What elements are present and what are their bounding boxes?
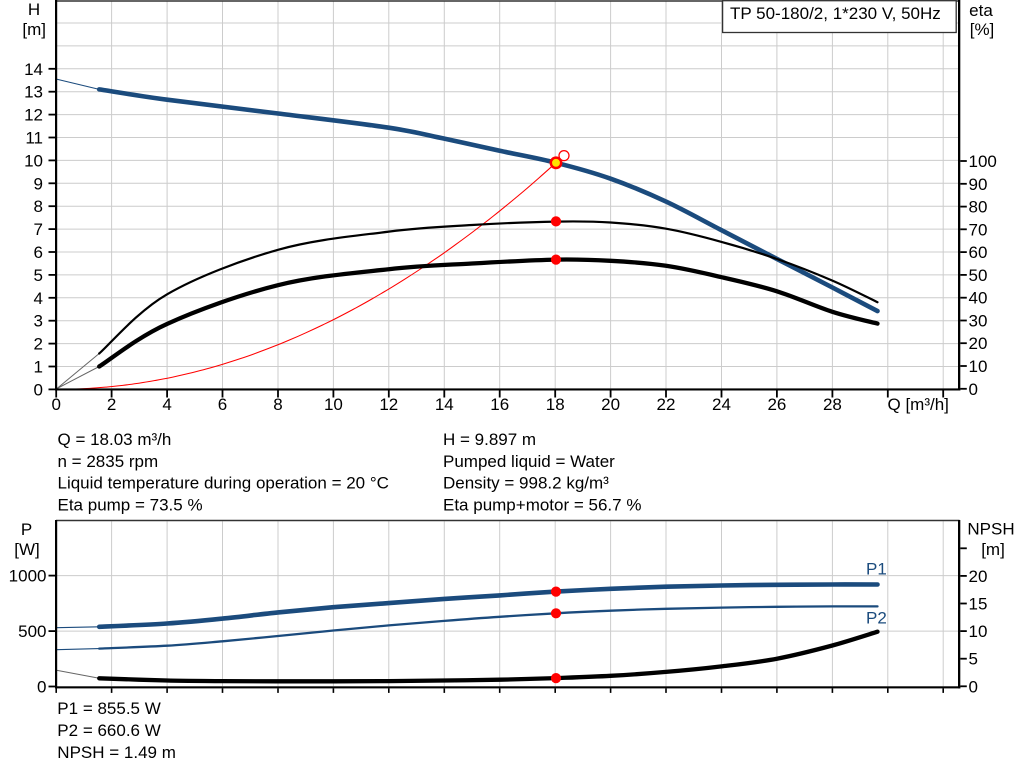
svg-text:16: 16 [490,395,509,414]
svg-text:[W]: [W] [14,540,40,559]
svg-text:eta: eta [969,1,993,20]
svg-text:NPSH = 1.49 m: NPSH = 1.49 m [57,743,176,762]
svg-text:50: 50 [969,266,988,285]
svg-text:14: 14 [435,395,454,414]
svg-text:H = 9.897 m: H = 9.897 m [443,430,536,449]
svg-text:12: 12 [24,106,43,125]
svg-text:TP 50-180/2, 1*230 V, 50Hz: TP 50-180/2, 1*230 V, 50Hz [730,4,941,23]
svg-text:P1: P1 [866,560,887,579]
svg-text:1000: 1000 [9,567,47,586]
svg-text:60: 60 [969,243,988,262]
svg-text:14: 14 [24,60,43,79]
svg-text:3: 3 [34,312,43,331]
svg-text:[%]: [%] [970,20,995,39]
svg-text:18: 18 [546,395,565,414]
svg-text:H: H [28,0,40,19]
svg-text:20: 20 [601,395,620,414]
svg-text:26: 26 [767,395,786,414]
svg-text:13: 13 [24,83,43,102]
svg-text:10: 10 [969,357,988,376]
svg-text:20: 20 [969,567,988,586]
svg-text:22: 22 [657,395,676,414]
svg-text:[m]: [m] [22,20,46,39]
svg-text:70: 70 [969,220,988,239]
svg-text:6: 6 [34,243,43,262]
svg-text:2: 2 [34,335,43,354]
svg-text:0: 0 [969,677,978,696]
svg-text:4: 4 [34,289,43,308]
svg-text:9: 9 [34,174,43,193]
svg-text:n = 2835 rpm: n = 2835 rpm [58,452,159,471]
svg-text:Pumped liquid = Water: Pumped liquid = Water [443,452,615,471]
svg-text:4: 4 [162,395,171,414]
svg-text:0: 0 [969,380,978,399]
svg-text:P2: P2 [866,609,887,628]
svg-text:1: 1 [34,358,43,377]
svg-text:0: 0 [34,380,43,399]
svg-text:90: 90 [969,175,988,194]
svg-text:5: 5 [34,266,43,285]
svg-text:10: 10 [324,395,343,414]
svg-text:10: 10 [24,151,43,170]
svg-text:40: 40 [969,289,988,308]
svg-text:Density = 998.2 kg/m³: Density = 998.2 kg/m³ [443,474,609,493]
svg-text:P1 = 855.5 W: P1 = 855.5 W [57,699,160,718]
svg-text:11: 11 [25,129,43,148]
svg-text:Eta pump+motor = 56.7 %: Eta pump+motor = 56.7 % [443,495,641,514]
svg-text:80: 80 [969,198,988,217]
svg-text:8: 8 [34,197,43,216]
svg-text:P: P [21,520,32,539]
svg-text:[m]: [m] [981,540,1005,559]
svg-text:Q [m³/h]: Q [m³/h] [888,395,949,414]
svg-text:Q = 18.03 m³/h: Q = 18.03 m³/h [58,430,172,449]
svg-text:P2 = 660.6 W: P2 = 660.6 W [57,721,160,740]
svg-text:6: 6 [218,395,227,414]
svg-text:24: 24 [712,395,731,414]
svg-text:2: 2 [107,395,116,414]
svg-text:28: 28 [823,395,842,414]
svg-text:500: 500 [18,622,46,641]
svg-text:15: 15 [969,595,988,614]
svg-text:8: 8 [273,395,282,414]
svg-text:12: 12 [379,395,398,414]
svg-text:20: 20 [969,334,988,353]
svg-text:Liquid temperature during oper: Liquid temperature during operation = 20… [58,474,389,493]
svg-text:0: 0 [37,678,46,697]
svg-text:30: 30 [969,312,988,331]
svg-text:10: 10 [969,622,988,641]
svg-text:0: 0 [51,395,60,414]
svg-text:100: 100 [969,152,997,171]
svg-text:5: 5 [969,650,978,669]
svg-text:NPSH: NPSH [967,520,1014,539]
svg-text:Eta pump = 73.5 %: Eta pump = 73.5 % [58,495,203,514]
svg-text:7: 7 [34,220,43,239]
